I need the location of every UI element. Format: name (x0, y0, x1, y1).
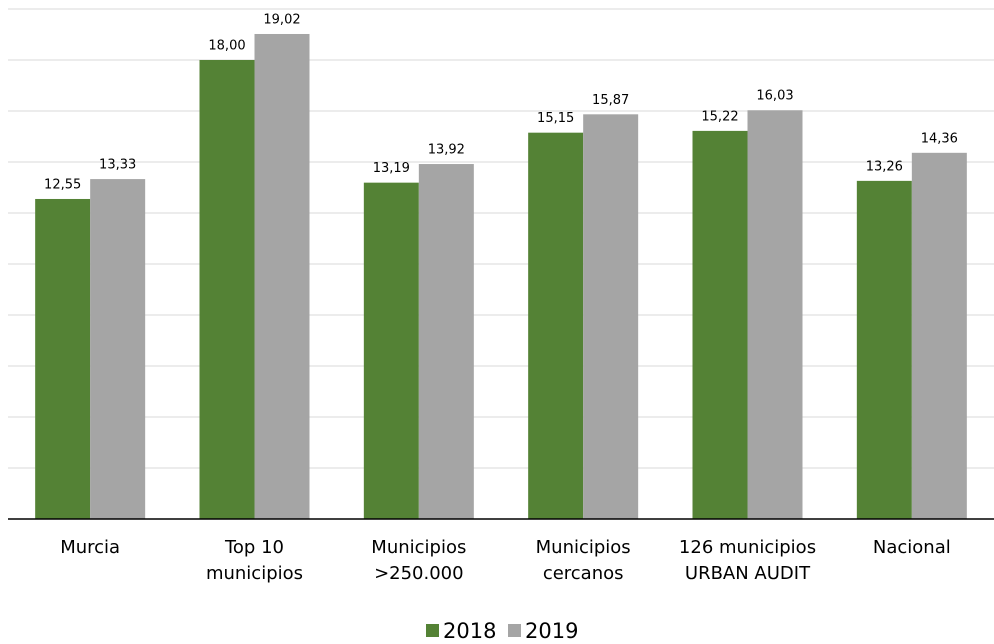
x-tick-label: Municipios cercanos (536, 537, 631, 584)
bar (747, 110, 803, 520)
x-tick-line: Municipios (371, 537, 466, 558)
x-tick-line: municipios (206, 563, 303, 584)
value-label: 13,33 (99, 158, 136, 173)
value-label: 15,15 (537, 111, 574, 126)
bar (692, 130, 748, 519)
value-label: 16,03 (756, 89, 793, 104)
legend-label: 2018 (443, 619, 496, 643)
value-label: 14,36 (921, 131, 958, 146)
bar (35, 198, 91, 519)
bar (911, 152, 967, 519)
value-label: 15,22 (701, 109, 738, 124)
bar (856, 180, 912, 519)
x-tick-line: URBAN AUDIT (685, 563, 811, 584)
legend-swatch (426, 624, 439, 637)
bar (90, 179, 146, 519)
x-tick-line: >250.000 (374, 563, 464, 584)
value-label: 15,87 (592, 93, 629, 108)
x-tick-line: Nacional (873, 537, 951, 558)
x-tick-line: Murcia (60, 537, 120, 558)
x-tick-line: cercanos (543, 563, 624, 584)
value-label: 19,02 (263, 12, 300, 27)
x-tick-label: 126 municipios URBAN AUDIT (679, 537, 816, 584)
value-label: 13,19 (373, 161, 410, 176)
value-label: 13,92 (428, 143, 465, 158)
legend-label: 2019 (525, 619, 578, 643)
bar (363, 182, 419, 519)
bar (199, 60, 255, 519)
bar (254, 33, 310, 520)
value-label: 12,55 (44, 177, 81, 192)
bar (583, 114, 639, 519)
x-tick-label: Municipios >250.000 (371, 537, 466, 584)
x-tick-label: Top 10 municipios (206, 537, 303, 584)
value-label: 13,26 (866, 159, 903, 174)
legend-swatch (508, 624, 521, 637)
x-tick-label: Murcia (60, 537, 120, 558)
bar (418, 164, 474, 520)
x-tick-line: Municipios (536, 537, 631, 558)
value-label: 18,00 (208, 39, 245, 54)
x-tick-line: Top 10 (224, 537, 284, 558)
x-tick-label: Nacional (873, 537, 951, 558)
x-tick-line: 126 municipios (679, 537, 816, 558)
bar (528, 132, 584, 520)
